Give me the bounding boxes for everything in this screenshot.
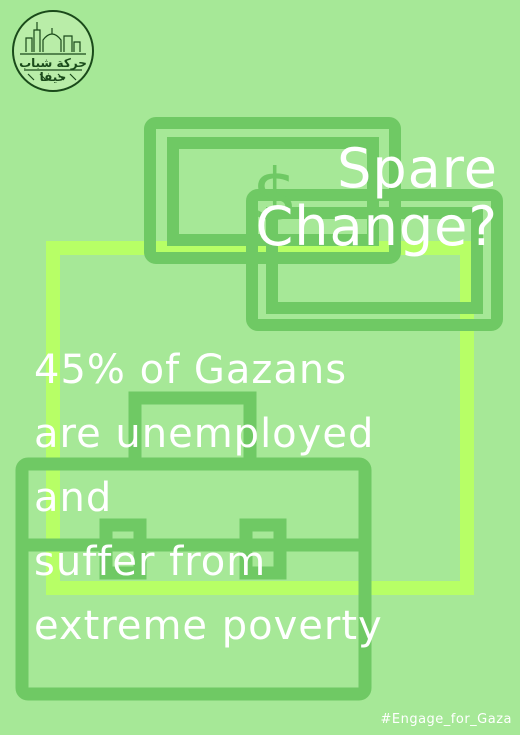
money-bills-icon bbox=[144, 117, 503, 331]
logo-text: حركة شباب حيفا bbox=[19, 56, 87, 84]
dollar-sign-icon: $ bbox=[252, 153, 298, 237]
body-line-3: and bbox=[34, 475, 113, 521]
body-line-5: extreme poverty bbox=[34, 603, 383, 649]
logo: حركة شباب حيفا bbox=[10, 8, 96, 94]
hashtag: #Engage_for_Gaza bbox=[380, 712, 512, 727]
headline-line-1: Spare bbox=[337, 137, 498, 200]
body-line-4: suffer from bbox=[34, 539, 267, 585]
highlight-frame bbox=[46, 241, 474, 595]
headline-line-2: Change? bbox=[255, 195, 498, 258]
headline: Spare Change? bbox=[178, 140, 498, 256]
body-line-1: 45% of Gazans bbox=[34, 347, 348, 393]
briefcase-icon bbox=[15, 391, 372, 701]
city-skyline-icon bbox=[12, 10, 94, 92]
body-text: 45% of Gazans are unemployed and suffer … bbox=[34, 338, 504, 658]
body-line-2: are unemployed bbox=[34, 411, 375, 457]
